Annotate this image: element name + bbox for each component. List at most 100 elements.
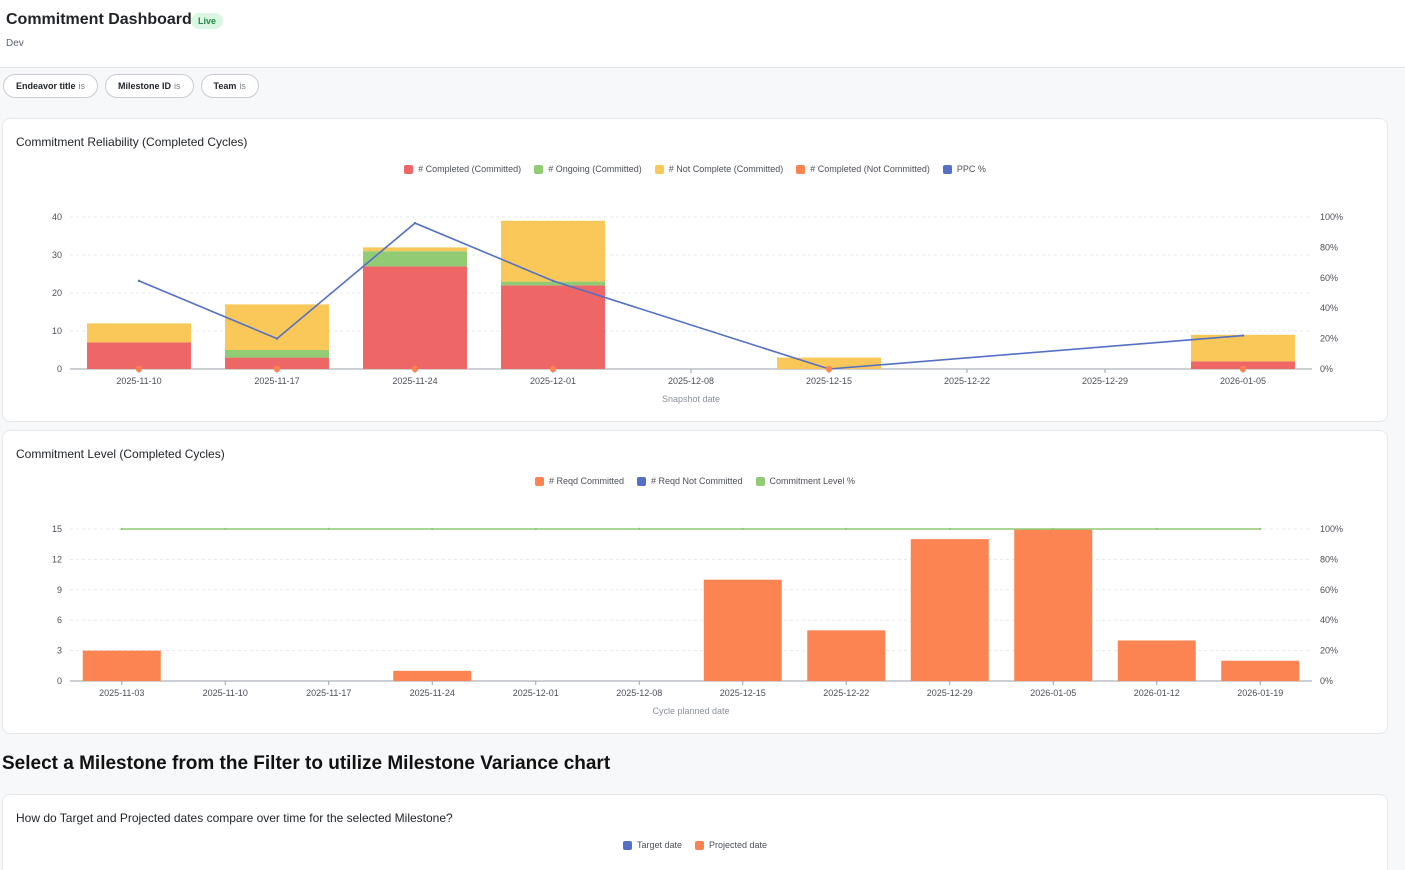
x-axis-title: Snapshot date [662,394,720,404]
x-tick-label: 2025-11-24 [392,376,437,386]
point-completed-not-committed [549,365,557,373]
live-badge: Live [191,13,224,29]
bar-reqd-committed [1117,640,1196,681]
point-commitment-level [224,527,227,531]
legend-item-target-date[interactable]: Target date [622,840,682,850]
bar-not-complete-committed [501,220,605,282]
filter-endeavor-title[interactable]: Endeavor title is [3,74,99,98]
legend-item-ppc[interactable]: PPC % [942,164,986,174]
y2-tick-label: 20% [1320,646,1338,656]
bar-reqd-committed [393,670,472,681]
point-commitment-level [1259,527,1262,531]
legend-item-completed-not-committed[interactable]: # Completed (Not Committed) [796,164,930,174]
y-tick-label: 15 [52,524,62,534]
legend-item-not-complete-committed[interactable]: # Not Complete (Committed) [654,164,783,174]
x-tick-label: 2025-12-15 [720,688,766,698]
point-commitment-level [638,527,641,531]
point-ppc [137,279,141,283]
environment-label: Dev [6,38,24,49]
y2-tick-label: 100% [1320,524,1343,534]
point-commitment-level [431,527,434,531]
y2-tick-label: 80% [1320,242,1338,252]
x-axis-title: Cycle planned date [652,706,729,716]
line-ppc [138,222,1244,370]
chart-legend: # Completed (Committed) # Ongoing (Commit… [3,164,1387,174]
bar-not-complete-committed [363,247,467,252]
bar-reqd-committed [82,650,161,681]
y-tick-label: 40 [52,212,62,222]
point-completed-not-committed [1239,365,1247,373]
filter-label: Team [213,81,237,91]
point-commitment-level [120,527,123,531]
legend-item-completed-committed[interactable]: # Completed (Committed) [404,164,521,174]
x-tick-label: 2026-01-19 [1237,688,1283,698]
chart-legend: Target date Projected date [3,840,1387,850]
bar-not-complete-committed [225,304,329,350]
filter-bar: Endeavor title is Milestone ID is Team is [3,74,259,98]
x-tick-label: 2025-12-22 [944,376,990,386]
x-tick-label: 2026-01-05 [1030,688,1076,698]
y2-tick-label: 0% [1320,364,1333,374]
milestone-variance-card: How do Target and Projected dates compar… [2,794,1388,870]
legend-item-commitment-level[interactable]: Commitment Level % [755,476,856,486]
x-tick-label: 2025-11-03 [99,688,144,698]
filter-milestone-id[interactable]: Milestone ID is [105,74,194,98]
point-completed-not-committed [135,365,143,373]
y2-tick-label: 0% [1320,676,1333,686]
legend-label: Commitment Level % [769,476,856,486]
legend-item-ongoing-committed[interactable]: # Ongoing (Committed) [534,164,642,174]
bar-ongoing-committed [225,350,329,358]
chart-title: Commitment Level (Completed Cycles) [16,447,225,461]
y-tick-label: 0 [57,676,62,686]
y2-tick-label: 100% [1320,212,1343,222]
x-tick-label: 2025-12-01 [530,376,576,386]
legend-label: Target date [636,840,682,850]
x-tick-label: 2026-01-05 [1220,376,1266,386]
legend-swatch [755,476,765,486]
y-tick-label: 6 [57,615,62,625]
legend-item-reqd-committed[interactable]: # Reqd Committed [534,476,624,486]
bar-completed-committed [1191,361,1295,369]
point-ppc [551,279,555,283]
legend-label: # Completed (Not Committed) [810,164,930,174]
legend-item-projected-date[interactable]: Projected date [694,840,767,850]
legend-swatch [534,476,544,486]
x-tick-label: 2025-11-10 [116,376,161,386]
bar-not-complete-committed [777,357,881,369]
bar-reqd-committed [703,579,782,681]
y2-tick-label: 60% [1320,585,1338,595]
point-ppc [1241,334,1245,337]
y-tick-label: 0 [57,364,62,374]
legend-label: # Reqd Not Committed [650,476,743,486]
point-commitment-level [741,527,744,531]
filter-team[interactable]: Team is [200,74,259,98]
commitment-reliability-card: Commitment Reliability (Completed Cycles… [2,118,1388,422]
chart-title: Commitment Reliability (Completed Cycles… [16,135,248,149]
filter-operator: is [78,81,86,91]
y-tick-label: 12 [52,554,62,564]
point-completed-not-committed [825,365,833,373]
x-tick-label: 2025-12-29 [927,688,973,698]
x-tick-label: 2026-01-12 [1134,688,1180,698]
y-tick-label: 10 [52,326,62,336]
dashboard-header: Commitment Dashboard Live Dev [0,0,1405,68]
bar-completed-committed [501,285,605,369]
x-tick-label: 2025-12-29 [1082,376,1128,386]
point-ppc [413,221,417,225]
bar-ongoing-committed [363,251,467,267]
page-title: Commitment Dashboard [6,11,192,28]
commitment-level-card: Commitment Level (Completed Cycles) # Re… [2,430,1388,734]
legend-item-reqd-not-committed[interactable]: # Reqd Not Committed [636,476,743,486]
filter-label: Endeavor title [16,81,76,91]
x-tick-label: 2025-12-08 [616,688,662,698]
point-ppc [275,337,279,340]
legend-label: PPC % [956,164,986,174]
legend-label: # Ongoing (Committed) [548,164,642,174]
point-completed-not-committed [273,365,281,373]
chart-legend: # Reqd Committed # Reqd Not Committed Comm… [3,476,1387,486]
x-tick-label: 2025-11-17 [306,688,351,698]
bar-reqd-committed [1221,660,1300,681]
bar-completed-committed [363,266,467,369]
point-commitment-level [845,527,848,531]
filter-operator: is [174,81,181,91]
